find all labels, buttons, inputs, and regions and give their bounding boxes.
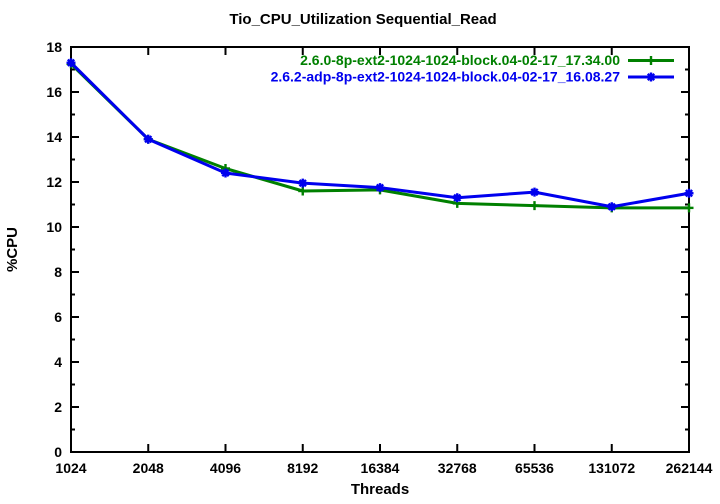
plot-border xyxy=(70,46,690,453)
x-tick-label: 8192 xyxy=(287,460,318,476)
x-tick-label: 262144 xyxy=(666,460,713,476)
x-tick-label: 32768 xyxy=(438,460,477,476)
y-axis-label: %CPU xyxy=(4,227,21,272)
x-tick-label: 65536 xyxy=(515,460,554,476)
series-1-marker xyxy=(144,135,153,144)
y-tick-label: 6 xyxy=(54,309,62,325)
series-1-marker xyxy=(530,188,539,197)
y-tick-label: 2 xyxy=(54,399,62,415)
x-tick-label: 4096 xyxy=(210,460,241,476)
x-tick-label: 2048 xyxy=(133,460,164,476)
x-axis-label: Threads xyxy=(351,481,409,498)
legend-label-0: 2.6.0-8p-ext2-1024-1024-block.04-02-17_1… xyxy=(300,52,620,68)
y-tick-label: 10 xyxy=(46,219,62,235)
series-1-marker xyxy=(453,193,462,202)
y-tick-label: 16 xyxy=(46,84,62,100)
x-tick-label: 16384 xyxy=(361,460,400,476)
y-tick-label: 14 xyxy=(46,129,62,145)
y-tick-label: 8 xyxy=(54,264,62,280)
x-tick-label: 131072 xyxy=(588,460,635,476)
series-1-marker xyxy=(66,58,76,67)
x-tick-label: 1024 xyxy=(55,460,86,476)
series-1-marker xyxy=(607,202,616,211)
chart-title: Tio_CPU_Utilization Sequential_Read xyxy=(229,11,497,28)
y-tick-label: 12 xyxy=(46,174,62,190)
y-tick-label: 0 xyxy=(54,444,62,460)
y-tick-label: 18 xyxy=(46,39,62,55)
series-1-marker xyxy=(375,183,385,192)
series-1-marker xyxy=(221,168,230,178)
legend-label-1: 2.6.2-adp-8p-ext2-1024-1024-block.04-02-… xyxy=(271,69,621,85)
y-tick-label: 4 xyxy=(54,354,62,370)
legend-marker-1 xyxy=(646,72,656,82)
series-1-marker xyxy=(684,189,694,198)
series-1-marker xyxy=(298,179,307,188)
